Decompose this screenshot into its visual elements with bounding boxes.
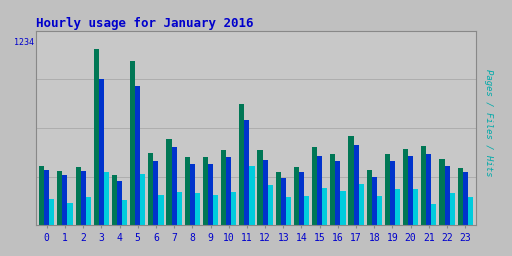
Bar [39,166,44,225]
Bar [99,79,104,225]
Bar [166,139,172,225]
Bar [408,156,413,225]
Bar [377,196,382,225]
Bar [112,175,117,225]
Bar [104,173,109,225]
Bar [286,197,291,225]
Bar [468,197,473,225]
Bar [367,170,372,225]
Text: Pages / Files / Hits: Pages / Files / Hits [484,69,493,177]
Bar [432,205,437,225]
Bar [312,147,317,225]
Text: Hourly usage for January 2016: Hourly usage for January 2016 [36,17,253,29]
Bar [57,171,62,225]
Bar [208,164,213,225]
Bar [322,188,327,225]
Bar [68,203,73,225]
Bar [340,190,346,225]
Bar [421,146,426,225]
Bar [226,157,231,225]
Bar [353,145,358,225]
Bar [203,157,208,225]
Bar [390,161,395,225]
Bar [177,192,182,225]
Bar [221,150,226,225]
Bar [458,168,463,225]
Bar [130,61,135,225]
Bar [403,149,408,225]
Bar [44,170,49,225]
Bar [395,189,400,225]
Bar [195,193,200,225]
Bar [317,156,322,225]
Bar [304,196,309,225]
Bar [258,150,263,225]
Bar [249,166,254,225]
Bar [358,184,364,225]
Bar [450,193,455,225]
Bar [426,154,432,225]
Bar [172,147,177,225]
Bar [94,49,99,225]
Bar [281,178,286,225]
Bar [330,154,335,225]
Bar [49,199,54,225]
Bar [444,166,450,225]
Text: 1234: 1234 [14,38,34,47]
Bar [140,174,145,225]
Bar [62,175,68,225]
Bar [439,158,444,225]
Bar [372,177,377,225]
Bar [413,189,418,225]
Bar [349,136,353,225]
Bar [154,161,159,225]
Bar [117,181,122,225]
Bar [185,157,190,225]
Bar [80,171,86,225]
Bar [239,104,244,225]
Bar [86,197,91,225]
Bar [335,161,340,225]
Bar [244,120,249,225]
Bar [275,173,281,225]
Bar [463,173,468,225]
Bar [294,167,299,225]
Bar [148,153,154,225]
Bar [299,173,304,225]
Bar [213,195,218,225]
Bar [75,167,80,225]
Bar [122,200,127,225]
Bar [135,86,140,225]
Bar [263,160,268,225]
Bar [268,185,273,225]
Bar [385,154,390,225]
Bar [159,195,163,225]
Bar [231,192,237,225]
Bar [190,164,195,225]
